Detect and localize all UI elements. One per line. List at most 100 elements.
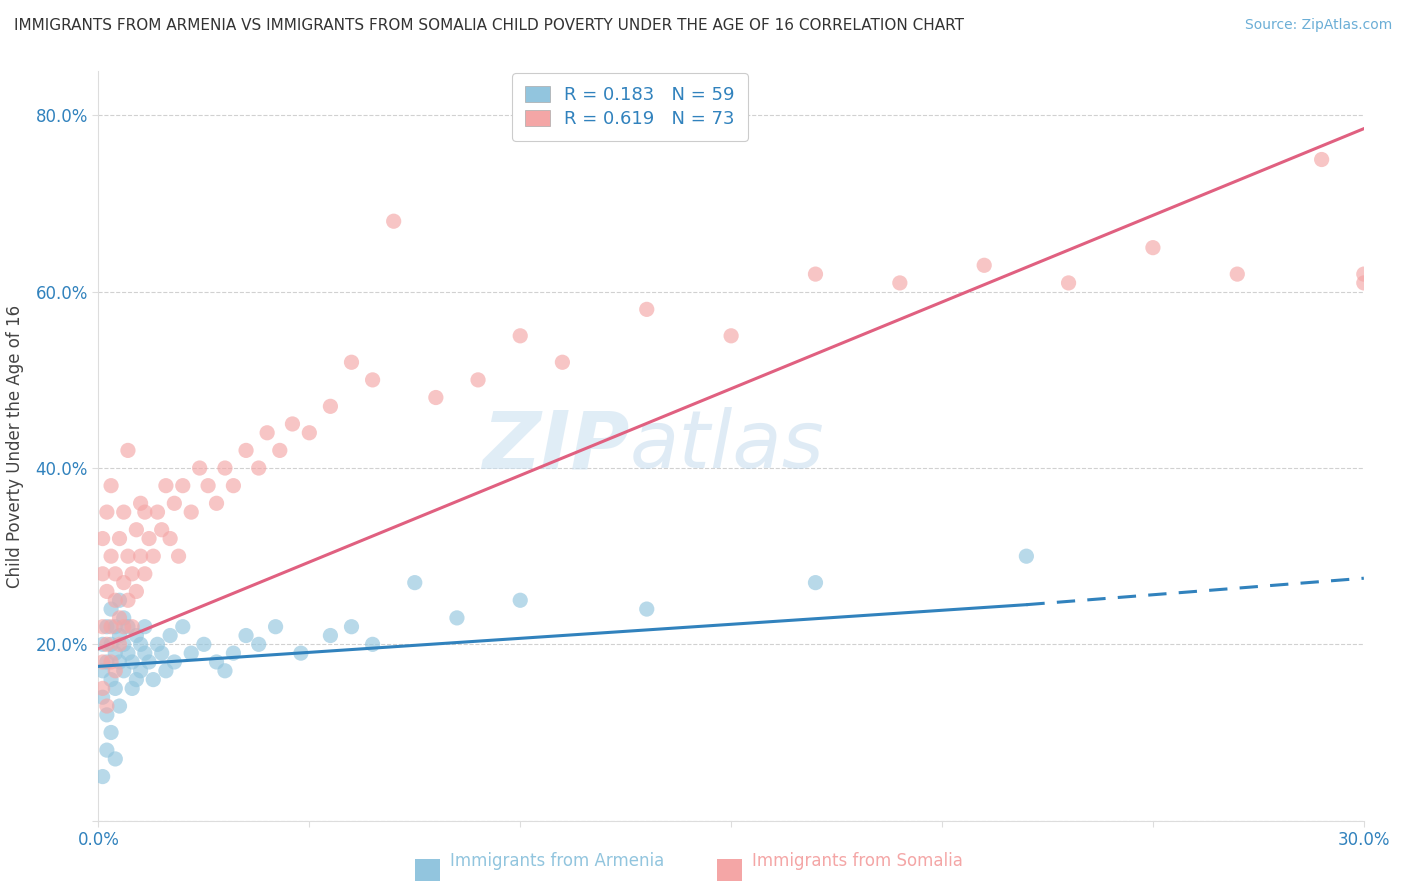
Point (125, 523, 148, 537)
Point (205, 655, 228, 669)
Point (96, 620, 118, 634)
Point (1015, 549, 1038, 564)
Point (142, 673, 165, 687)
Point (96, 699, 118, 714)
Point (214, 461, 236, 475)
Point (108, 611, 131, 625)
Point (112, 664, 135, 678)
Point (121, 566, 143, 581)
Point (100, 673, 122, 687)
Point (104, 566, 127, 581)
Point (96, 655, 118, 669)
Point (382, 214, 405, 228)
Point (104, 646, 127, 660)
Legend: R = 0.183   N = 59, R = 0.619   N = 73: R = 0.183 N = 59, R = 0.619 N = 73 (512, 73, 748, 141)
Point (91, 566, 114, 581)
Point (91, 770, 114, 784)
Point (104, 681, 127, 696)
Point (125, 628, 148, 642)
Point (134, 620, 156, 634)
Point (112, 611, 135, 625)
Point (214, 664, 236, 678)
Point (112, 637, 135, 651)
Point (804, 575, 827, 590)
Point (112, 505, 135, 519)
Point (129, 637, 152, 651)
Point (108, 655, 131, 669)
Point (290, 646, 312, 660)
Point (91, 637, 114, 651)
Point (104, 593, 127, 607)
Point (129, 549, 152, 564)
Point (361, 373, 384, 387)
Point (167, 549, 190, 564)
Point (96, 584, 118, 599)
Point (1226, 267, 1249, 281)
Point (235, 443, 257, 458)
Point (1310, 153, 1333, 167)
Point (121, 681, 143, 696)
Point (112, 575, 135, 590)
Point (150, 646, 173, 660)
Point (121, 620, 143, 634)
Point (108, 637, 131, 651)
Point (404, 575, 426, 590)
Point (222, 646, 245, 660)
Point (172, 478, 194, 492)
Point (247, 637, 270, 651)
Point (235, 628, 257, 642)
Point (96, 505, 118, 519)
Point (96, 743, 118, 757)
Point (340, 355, 363, 369)
Point (142, 549, 165, 564)
Point (163, 496, 186, 510)
Point (889, 276, 911, 290)
Point (100, 478, 122, 492)
Point (100, 549, 122, 564)
Point (108, 628, 131, 642)
Point (1142, 241, 1164, 255)
Point (117, 593, 139, 607)
Point (91, 655, 114, 669)
Text: atlas: atlas (630, 407, 825, 485)
Point (129, 496, 152, 510)
Point (125, 584, 148, 599)
Point (180, 505, 202, 519)
Point (1353, 276, 1375, 290)
Point (117, 646, 139, 660)
Point (247, 461, 270, 475)
Point (100, 620, 122, 634)
Point (1057, 276, 1080, 290)
Point (193, 637, 215, 651)
Point (180, 646, 202, 660)
Point (125, 673, 148, 687)
Point (108, 532, 131, 546)
Point (973, 258, 995, 272)
Point (129, 664, 152, 678)
Point (104, 752, 127, 766)
Point (155, 664, 177, 678)
Point (188, 461, 211, 475)
Point (146, 505, 169, 519)
Point (134, 505, 156, 519)
Point (298, 425, 321, 440)
Point (509, 593, 531, 607)
Text: Source: ZipAtlas.com: Source: ZipAtlas.com (1244, 18, 1392, 32)
Point (91, 664, 114, 678)
Point (551, 355, 574, 369)
Point (1353, 267, 1375, 281)
Point (100, 637, 122, 651)
Point (446, 611, 468, 625)
Point (804, 267, 827, 281)
Point (269, 443, 291, 458)
Point (509, 328, 531, 343)
Point (138, 655, 160, 669)
Point (467, 373, 489, 387)
Point (117, 443, 139, 458)
Point (146, 637, 169, 651)
Point (172, 620, 194, 634)
Point (121, 655, 143, 669)
Point (91, 681, 114, 696)
Point (104, 664, 127, 678)
Point (96, 637, 118, 651)
